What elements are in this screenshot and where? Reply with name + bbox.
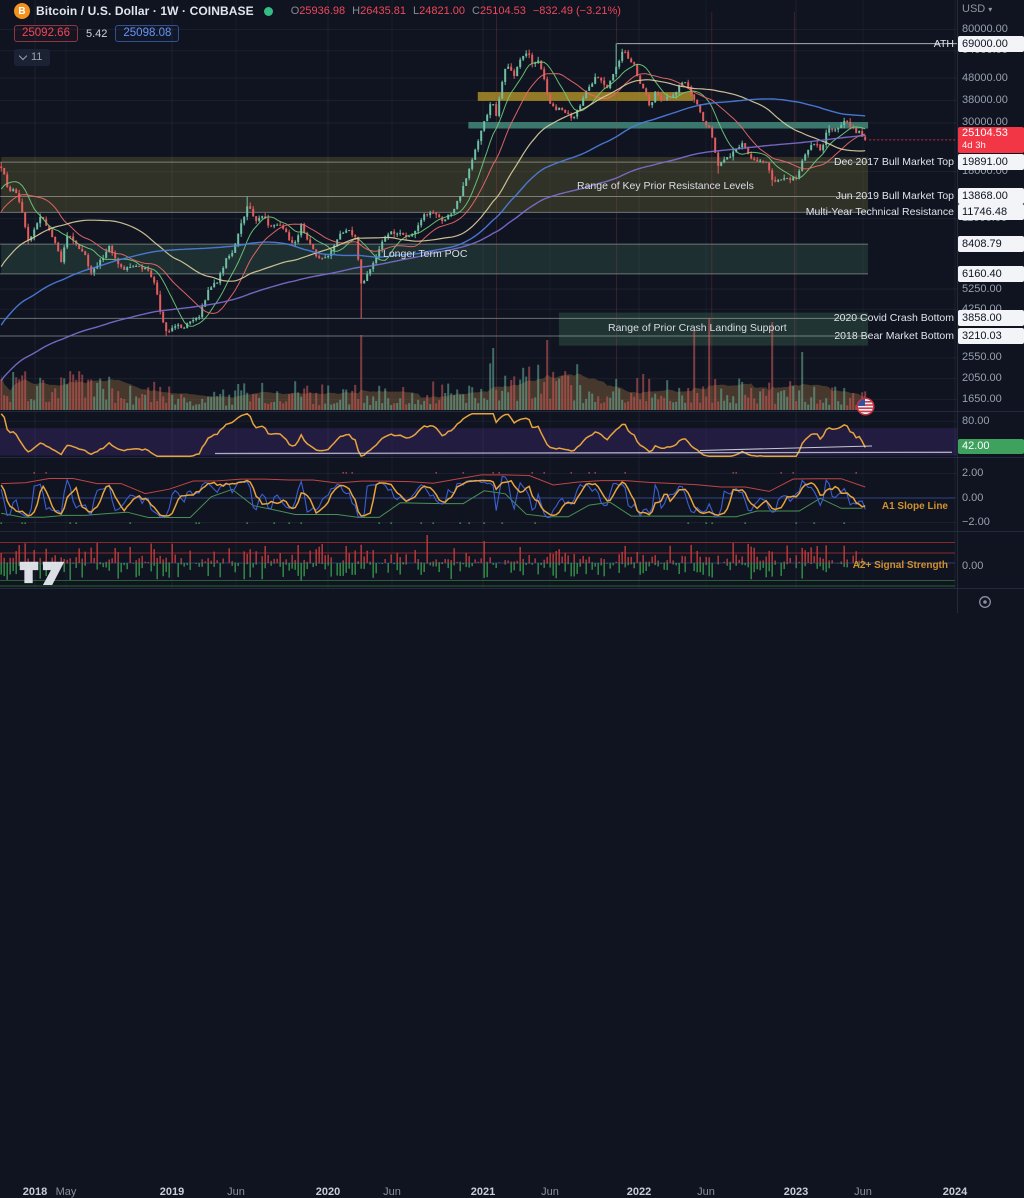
a1-slope-line-label: A1 Slope Line — [881, 501, 948, 512]
time-axis-label: 2022 — [626, 1186, 652, 1198]
low-value: 24821.00 — [419, 5, 466, 17]
close-value: 25104.53 — [479, 5, 526, 17]
last-price-box: 25104.53 4d 3h — [958, 127, 1024, 153]
symbol-title[interactable]: Bitcoin / U.S. Dollar · 1W · COINBASE — [36, 4, 254, 18]
indicators-toggle[interactable]: 11 — [14, 49, 51, 66]
us-flag-event-icon[interactable] — [856, 397, 875, 416]
settings-gear-icon[interactable] — [977, 594, 993, 610]
indicator-count: 11 — [31, 51, 43, 63]
annotation-crash-support: Range of Prior Crash Landing Support — [608, 322, 787, 334]
a2-signal-strength-label: A2+ Signal Strength — [852, 560, 948, 571]
open-value: 25936.98 — [299, 5, 346, 17]
time-axis-label: Jun — [383, 1186, 401, 1198]
time-axis-label: Jun — [697, 1186, 715, 1198]
time-axis-label: May — [55, 1186, 77, 1198]
time-axis-label: 2024 — [942, 1186, 968, 1198]
time-axis-label: 2019 — [159, 1186, 185, 1198]
rsi-value-box: 42.00 — [958, 439, 1024, 454]
time-axis-label: Jun — [541, 1186, 559, 1198]
currency-toggle[interactable]: USD ▾ — [962, 3, 992, 15]
symbol-header: B Bitcoin / U.S. Dollar · 1W · COINBASE … — [14, 3, 621, 66]
low-label: L — [413, 5, 420, 17]
annotation-longer-term-poc: Longer Term POC — [383, 248, 468, 260]
close-label: C — [472, 5, 480, 17]
bitcoin-logo-icon: B — [14, 3, 30, 19]
high-label: H — [352, 5, 361, 17]
chart-canvas[interactable] — [0, 0, 1024, 613]
change-value: −832.49 (−3.21%) — [532, 5, 621, 17]
ohlc-readout: O25936.98 H26435.81 L24821.00 C25104.53 … — [291, 5, 621, 17]
ask-price-box[interactable]: 25098.08 — [115, 25, 180, 42]
spread-value: 5.42 — [85, 27, 108, 40]
last-price-value: 25104.53 — [962, 127, 1008, 139]
time-axis-label: Jun — [854, 1186, 872, 1198]
currency-label: USD — [962, 3, 986, 15]
bar-countdown: 4d 3h — [962, 140, 986, 151]
time-axis-label: 2023 — [783, 1186, 809, 1198]
caret-down-icon: ▾ — [988, 5, 993, 14]
time-axis-label: 2020 — [315, 1186, 341, 1198]
market-status-icon — [263, 6, 273, 16]
time-axis-label: 2018 — [22, 1186, 48, 1198]
price-scale[interactable] — [957, 0, 1024, 589]
chevron-down-icon — [18, 51, 28, 61]
high-value: 26435.81 — [360, 5, 407, 17]
time-axis[interactable]: 2018 May 2019 Jun 2020 Jun 2021 Jun 2022 Jun 2023 J… — [0, 589, 1024, 1198]
annotation-range-resistance: Range of Key Prior Resistance Levels — [577, 180, 754, 192]
bid-price-box[interactable]: 25092.66 — [14, 25, 78, 42]
time-axis-label: 2021 — [470, 1186, 496, 1198]
tradingview-logo[interactable] — [12, 559, 72, 585]
open-label: O — [290, 5, 300, 17]
time-axis-label: Jun — [227, 1186, 245, 1198]
